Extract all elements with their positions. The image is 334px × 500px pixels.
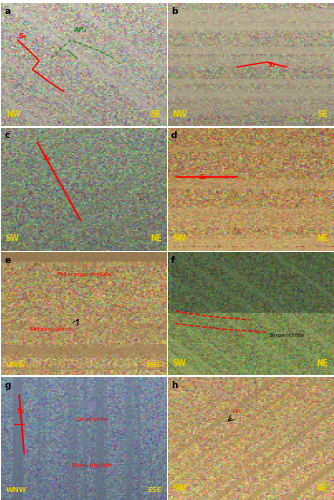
Text: SW: SW bbox=[172, 484, 186, 492]
Text: SE: SE bbox=[151, 110, 162, 118]
Text: NE: NE bbox=[150, 234, 162, 244]
Text: SW: SW bbox=[172, 234, 186, 244]
Text: WNW: WNW bbox=[6, 486, 27, 492]
Text: SE: SE bbox=[317, 110, 328, 118]
Text: Serpentinite: Serpentinite bbox=[269, 334, 305, 338]
Text: h: h bbox=[171, 380, 177, 390]
Text: S₂: S₂ bbox=[268, 62, 276, 68]
Text: S₂: S₂ bbox=[17, 408, 25, 414]
Text: Metaconglomerate: Metaconglomerate bbox=[56, 272, 112, 277]
Text: NE: NE bbox=[316, 359, 328, 368]
Text: ESE: ESE bbox=[147, 486, 162, 492]
Text: NE: NE bbox=[316, 484, 328, 492]
Text: S₂: S₂ bbox=[200, 174, 208, 180]
Text: Grt: Grt bbox=[232, 409, 241, 414]
Text: Black phyllite: Black phyllite bbox=[72, 463, 112, 468]
Text: Metavolcanics: Metavolcanics bbox=[30, 328, 72, 332]
Text: b: b bbox=[171, 6, 177, 16]
Text: WSW: WSW bbox=[6, 362, 26, 368]
Text: d: d bbox=[171, 132, 177, 140]
Text: ENE: ENE bbox=[146, 362, 162, 368]
Text: SW: SW bbox=[172, 359, 186, 368]
Text: Grt-phyllite: Grt-phyllite bbox=[75, 418, 109, 422]
Text: NW: NW bbox=[6, 110, 21, 118]
Text: e: e bbox=[4, 256, 10, 265]
Text: S₂: S₂ bbox=[18, 33, 27, 39]
Text: AP₁: AP₁ bbox=[73, 27, 87, 33]
Text: S₂: S₂ bbox=[43, 156, 51, 162]
Text: SW: SW bbox=[6, 234, 20, 244]
Text: NW: NW bbox=[172, 110, 187, 118]
Text: NE: NE bbox=[316, 234, 328, 244]
Text: f: f bbox=[171, 256, 175, 265]
Text: c: c bbox=[4, 132, 10, 140]
Text: g: g bbox=[4, 380, 11, 390]
Text: a: a bbox=[4, 6, 10, 16]
